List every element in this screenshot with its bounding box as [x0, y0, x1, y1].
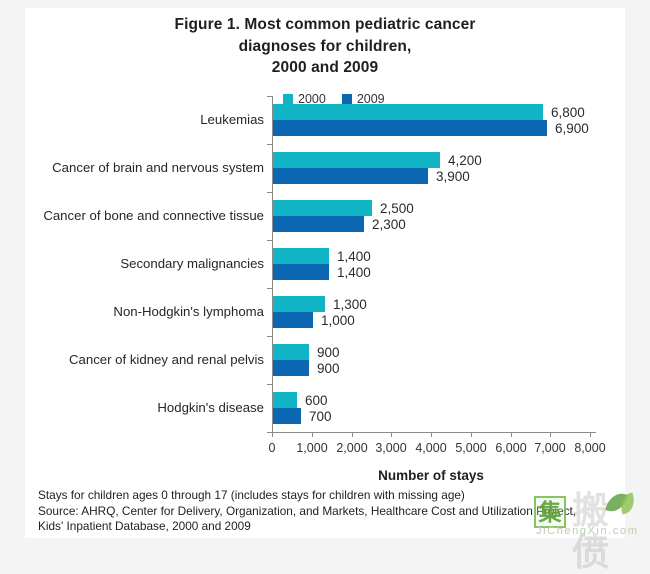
x-axis-tick	[391, 432, 392, 437]
bar-2000	[273, 296, 325, 312]
x-axis-tick	[511, 432, 512, 437]
value-label-2009: 700	[309, 409, 332, 424]
footnote-line-3: Kids' Inpatient Database, 2000 and 2009	[38, 519, 251, 533]
legend-item-2000: 2000	[283, 92, 326, 106]
x-axis-tick	[312, 432, 313, 437]
footnote-line-1: Stays for children ages 0 through 17 (in…	[38, 488, 465, 502]
value-label-2009: 2,300	[372, 217, 406, 232]
bar-2009	[273, 408, 301, 424]
value-label-2000: 6,800	[551, 105, 585, 120]
watermark-seal-character: 集	[534, 496, 566, 528]
x-axis-tick-label: 8,000	[574, 441, 606, 455]
x-axis-tick-label: 3,000	[375, 441, 407, 455]
x-axis-tick-label: 4,000	[415, 441, 447, 455]
value-label-2009: 3,900	[436, 169, 470, 184]
bar-2000	[273, 392, 297, 408]
value-label-2009: 900	[317, 361, 340, 376]
watermark: 集 搬偾 JiChengXin.com	[530, 489, 650, 573]
chart-title-line-3: 2000 and 2009	[271, 59, 379, 76]
y-axis-tick	[267, 288, 272, 289]
watermark-site-text: JiChengXin.com	[536, 525, 639, 537]
legend-label-2000: 2000	[298, 92, 326, 106]
bar-2009	[273, 312, 313, 328]
y-axis-tick	[267, 336, 272, 337]
legend-item-2009: 2009	[341, 92, 385, 106]
x-axis-tick-label: 2,000	[336, 441, 368, 455]
legend-label-2009: 2009	[356, 92, 385, 106]
category-label: Hodgkin's disease	[157, 400, 264, 415]
bar-2009	[273, 264, 329, 280]
bar-2000	[273, 344, 309, 360]
bar-2000	[273, 200, 372, 216]
chart-title-line-1: Figure 1. Most common pediatric cancer	[174, 16, 476, 33]
footnote-line-2: Source: AHRQ, Center for Delivery, Organ…	[38, 503, 577, 518]
chart-title: Figure 1. Most common pediatric cancer d…	[25, 14, 625, 79]
figure-panel: Figure 1. Most common pediatric cancer d…	[25, 8, 625, 538]
chart-legend: 2000 2009	[283, 92, 385, 106]
category-label: Cancer of bone and connective tissue	[43, 208, 264, 223]
x-axis-tick-label: 6,000	[495, 441, 527, 455]
x-axis-tick	[272, 432, 273, 437]
bar-2000	[273, 248, 329, 264]
x-axis-line	[268, 432, 596, 433]
x-axis-tick-label: 1,000	[296, 441, 328, 455]
category-label: Leukemias	[200, 112, 264, 127]
value-label-2000: 1,300	[333, 297, 367, 312]
x-axis-tick	[550, 432, 551, 437]
value-label-2000: 600	[305, 393, 328, 408]
value-label-2000: 1,400	[337, 249, 371, 264]
bar-2009	[273, 120, 547, 136]
value-label-2000: 2,500	[380, 201, 414, 216]
value-label-2009: 1,000	[321, 313, 355, 328]
legend-swatch-2009-icon	[341, 94, 352, 104]
x-axis-tick-label: 7,000	[534, 441, 566, 455]
value-label-2009: 6,900	[555, 121, 589, 136]
legend-swatch-2000-icon	[283, 94, 293, 104]
chart-title-line-2: diagnoses for children,	[238, 37, 412, 55]
x-axis-tick	[590, 432, 591, 437]
x-axis-tick-label: 0	[268, 441, 276, 455]
x-axis-tick	[352, 432, 353, 437]
category-label: Secondary malignancies	[120, 256, 264, 271]
figure-canvas: Figure 1. Most common pediatric cancer d…	[25, 8, 650, 573]
y-axis-tick	[267, 432, 272, 433]
bar-2000	[273, 152, 440, 168]
chart-footnotes: Stays for children ages 0 through 17 (in…	[38, 488, 576, 535]
y-axis-tick	[267, 384, 272, 385]
y-axis-tick	[267, 240, 272, 241]
bar-2009	[273, 360, 309, 376]
x-axis-tick	[471, 432, 472, 437]
y-axis-line	[272, 96, 273, 432]
bar-2009	[273, 168, 428, 184]
value-label-2000: 900	[317, 345, 340, 360]
category-label: Cancer of kidney and renal pelvis	[69, 352, 264, 367]
x-axis-tick	[431, 432, 432, 437]
y-axis-tick	[267, 96, 272, 97]
bar-2009	[273, 216, 364, 232]
value-label-2000: 4,200	[448, 153, 482, 168]
x-axis-tick-label: 5,000	[455, 441, 487, 455]
value-label-2009: 1,400	[337, 265, 371, 280]
x-axis-title: Number of stays	[378, 468, 484, 483]
y-axis-tick	[267, 192, 272, 193]
plot-area: 0 1,000 2,000 3,000 4,000 5,000 6,000 7,000 8,00…	[25, 8, 625, 538]
category-label: Cancer of brain and nervous system	[52, 160, 264, 175]
bar-2000	[273, 104, 543, 120]
y-axis-tick	[267, 144, 272, 145]
category-label: Non-Hodgkin's lymphoma	[113, 304, 264, 319]
